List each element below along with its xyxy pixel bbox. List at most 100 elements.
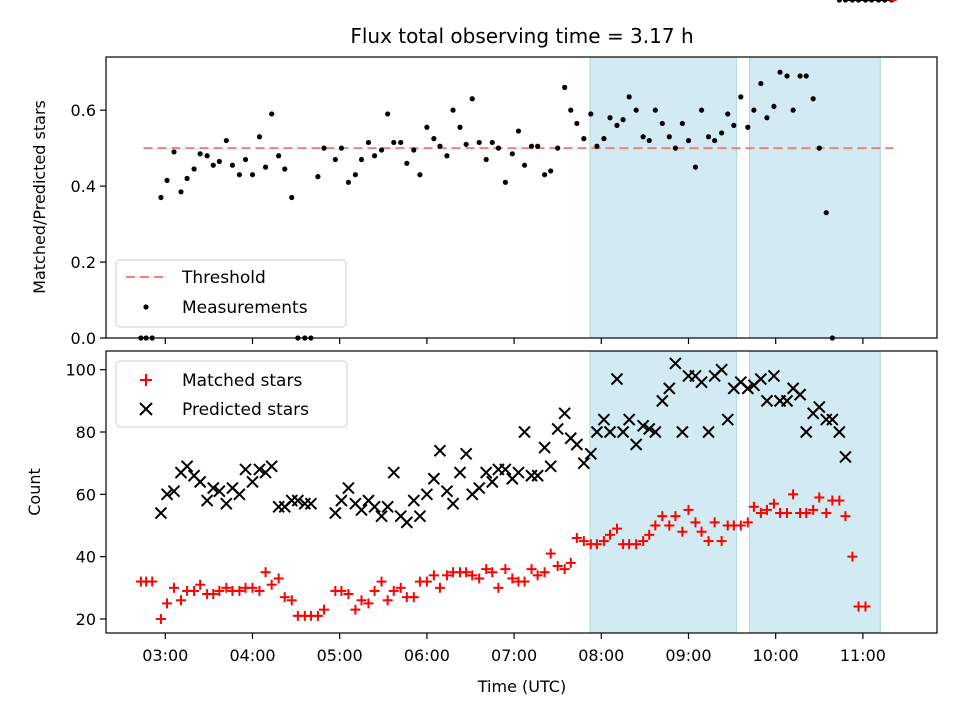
matched-star-point [254,585,265,596]
matched-star-point [552,561,563,572]
predicted-star-point [342,481,355,495]
predicted-star-point [427,472,441,485]
matched-star-point [545,548,556,559]
measurement-point [191,166,197,172]
predicted-star-point [291,494,305,507]
matched-star-point [638,536,649,547]
matched-star-point [703,536,714,547]
matched-star-point [683,504,694,515]
top-y-ticks: 0.0 0.2 0.4 0.6 [71,101,106,348]
bottom-y-ticks: 20 40 60 80 100 [65,361,106,629]
measurement-point [771,103,777,109]
predicted-star-point [715,363,728,376]
measurement-point [269,111,275,117]
y-tick-label: 0.0 [71,329,96,348]
predicted-star-point [695,375,708,389]
matched-star-point [768,498,779,509]
predicted-star-point [649,425,662,439]
bottom-legend: Matched stars Predicted stars [115,360,348,428]
measurement-point [352,172,358,178]
matched-star-point [507,573,518,584]
measurement-point [790,107,796,113]
predicted-star-point [433,444,447,457]
matched-star-point [376,576,387,587]
predicted-star-point [200,494,214,507]
predicted-star-point [826,413,839,426]
predicted-star-point [518,425,531,439]
measurement-point [229,162,236,168]
x-tick-label: 04:00 [229,646,275,665]
observing-windows [589,56,881,339]
y-tick-label: 40 [76,548,96,567]
matched-star-point [421,576,432,587]
predicted-star-point [253,463,266,476]
bottom-legend-box [115,360,348,428]
x-axis-label: Time (UTC) [477,677,566,696]
matched-star-point [428,570,439,581]
matched-star-point [808,504,819,515]
measurement-point [607,115,613,121]
predicted-star-point [407,494,421,507]
measurement-point [823,210,829,216]
predicted-star-point [577,456,591,470]
predicted-star-point [793,388,807,401]
predicted-star-point [676,425,689,439]
matched-star-point [578,536,589,547]
predicted-star-point [239,463,252,476]
matched-star-point [761,504,772,515]
predicted-star-point [446,497,460,510]
measurement-point [476,139,482,146]
matched-star-point [559,564,570,575]
predicted-star-point [799,425,813,439]
predicted-star-point [767,369,781,383]
matched-star-point [434,582,445,593]
measurement-point [705,134,712,140]
matched-star-point [487,567,498,578]
matched-star-point [350,604,361,615]
matched-star-point [273,573,284,584]
measurement-point [411,147,417,153]
measurement-point [398,139,404,146]
measurement-point [666,134,672,140]
legend-measurements-label: Measurements [182,298,308,318]
measurement-point [614,122,620,128]
measurement-point [542,172,548,178]
matched-star-point [801,508,812,519]
measurement-point [489,139,495,146]
measurement-point [751,107,757,113]
measurement-point [365,139,372,146]
measurement-point [528,143,535,149]
measurement-points [138,0,895,341]
measurement-point [620,117,626,123]
shaded-window-2 [749,56,881,339]
matched-star-point [631,539,642,550]
matched-star-point [571,532,582,543]
legend-matched-swatch [140,374,152,386]
predicted-star-point [741,382,754,395]
matched-star-point [860,601,871,612]
measurement-point [391,139,397,146]
measurement-point [385,111,391,117]
matched-star-point [441,570,452,581]
predicted-star-point [551,422,564,436]
matched-star-point [388,585,399,596]
matched-star-point [318,604,329,615]
predicted-star-point [636,419,650,432]
predicted-star-point [479,466,493,479]
predicted-star-point [721,413,734,426]
predicted-star-point [622,413,636,426]
measurement-point [249,172,256,178]
matched-star-point [467,570,478,581]
matched-star-point [363,598,374,609]
matched-star-point [343,589,354,600]
measurement-point [562,84,568,90]
shaded-window-1 [589,350,737,634]
matched-star-point [834,495,845,506]
measurement-point [184,175,190,182]
measurement-point [197,151,203,157]
measurement-point [242,156,249,163]
x-tick-label: 06:00 [404,646,450,665]
predicted-star-point [760,394,774,408]
measurement-point [764,115,770,121]
predicted-star-point [663,382,676,395]
